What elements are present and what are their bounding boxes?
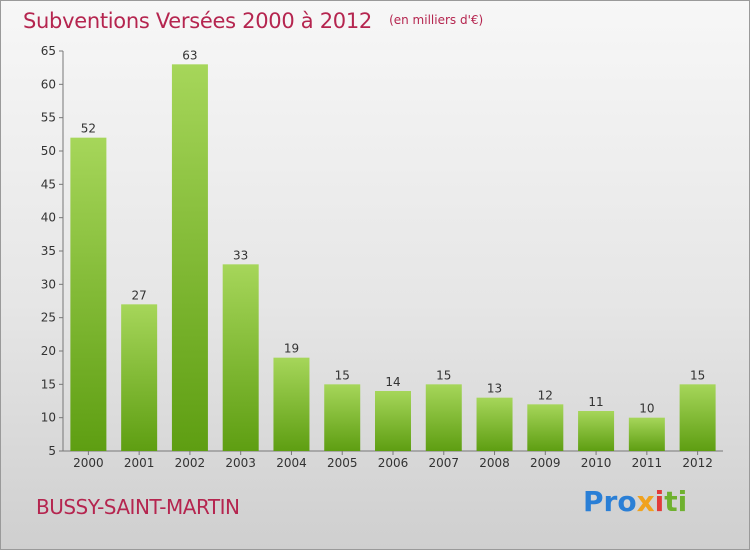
x-tick-label-2005: 2005 xyxy=(327,456,358,470)
x-tick-label-2007: 2007 xyxy=(428,456,459,470)
chart-title: Subventions Versées 2000 à 2012 xyxy=(23,9,372,33)
y-tick-label: 30 xyxy=(41,277,56,291)
x-tick-label-2010: 2010 xyxy=(581,456,612,470)
bar-2012 xyxy=(679,384,716,451)
data-label-2006: 14 xyxy=(385,375,400,389)
bar-2009 xyxy=(527,404,564,451)
y-tick-label: 50 xyxy=(41,144,56,158)
y-tick-label: 5 xyxy=(48,444,56,458)
bar-2002 xyxy=(171,64,208,452)
bar-2010 xyxy=(578,411,615,451)
bar-2003 xyxy=(222,264,259,451)
y-tick-label: 60 xyxy=(41,77,56,91)
chart-subtitle: (en milliers d'€) xyxy=(389,13,484,27)
bar-2008 xyxy=(476,397,513,451)
y-tick-label: 45 xyxy=(41,177,56,191)
data-label-2002: 63 xyxy=(182,48,197,62)
bar-2000 xyxy=(70,137,107,451)
data-label-2000: 52 xyxy=(81,122,96,136)
x-tick-label-2011: 2011 xyxy=(632,456,663,470)
data-label-2011: 10 xyxy=(639,402,654,416)
data-label-2012: 15 xyxy=(690,368,705,382)
proxiti-logo: Proxiti xyxy=(583,485,688,518)
data-label-2007: 15 xyxy=(436,368,451,382)
data-label-2004: 19 xyxy=(284,342,299,356)
x-tick-label-2008: 2008 xyxy=(479,456,510,470)
y-tick-label: 55 xyxy=(41,111,56,125)
data-label-2010: 11 xyxy=(588,395,603,409)
title-block: Subventions Versées 2000 à 2012 (en mill… xyxy=(23,9,483,33)
town-name: BUSSY-SAINT-MARTIN xyxy=(36,495,240,519)
bar-2011 xyxy=(628,417,665,451)
x-tick-label-2004: 2004 xyxy=(276,456,307,470)
data-label-2001: 27 xyxy=(132,288,147,302)
y-tick-label: 20 xyxy=(41,344,56,358)
y-tick-label: 35 xyxy=(41,244,56,258)
data-label-2003: 33 xyxy=(233,248,248,262)
data-label-2005: 15 xyxy=(335,368,350,382)
x-tick-label-2002: 2002 xyxy=(175,456,206,470)
x-tick-label-2000: 2000 xyxy=(73,456,104,470)
y-tick-label: 40 xyxy=(41,211,56,225)
x-tick-label-2009: 2009 xyxy=(530,456,561,470)
y-tick-label: 15 xyxy=(41,377,56,391)
y-tick-label: 25 xyxy=(41,311,56,325)
y-tick-label: 65 xyxy=(41,44,56,58)
x-tick-label-2001: 2001 xyxy=(124,456,155,470)
bar-2006 xyxy=(375,391,411,451)
bar-2001 xyxy=(121,304,158,451)
bar-2004 xyxy=(273,357,310,451)
x-tick-label-2003: 2003 xyxy=(225,456,256,470)
data-label-2008: 13 xyxy=(487,382,502,396)
data-label-2009: 12 xyxy=(538,388,553,402)
x-tick-label-2006: 2006 xyxy=(378,456,409,470)
bar-2005 xyxy=(324,384,361,451)
x-tick-label-2012: 2012 xyxy=(682,456,713,470)
bar-2007 xyxy=(425,384,462,451)
y-tick-label: 10 xyxy=(41,411,56,425)
